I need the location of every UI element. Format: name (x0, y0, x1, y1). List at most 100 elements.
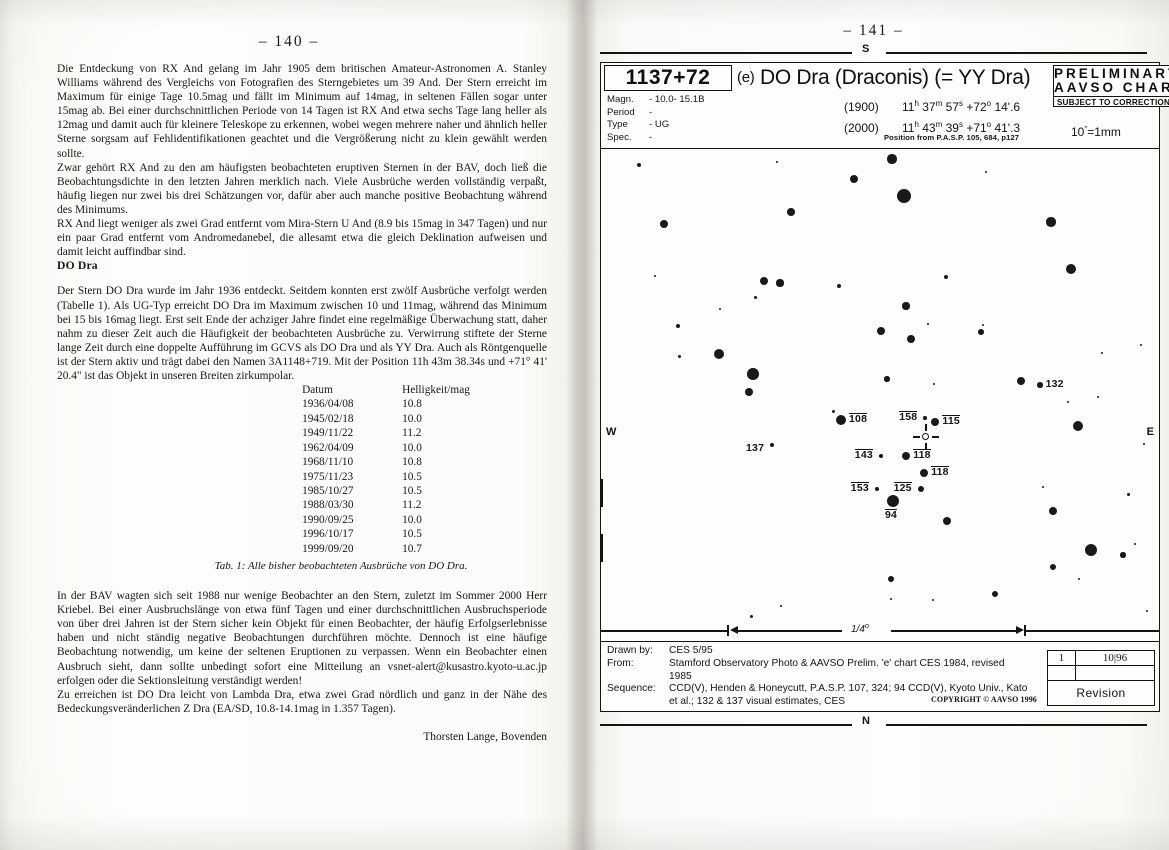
arcsecond-scale-note: 10"=1mm (1071, 125, 1121, 139)
comparison-star-label: 132 (1045, 378, 1064, 390)
comparison-star (836, 415, 846, 425)
page-number-right: – 141 – (843, 22, 904, 39)
cardinal-north: N (862, 715, 870, 727)
revision-date: 10|96 (1102, 652, 1128, 664)
table-row: 1949/11/22 11.2 (302, 426, 470, 440)
field-star (753, 295, 757, 299)
column-header-datum: Datum (302, 384, 333, 397)
position-source-note: Position from P.A.S.P. 105, 684, p127 (884, 133, 1020, 142)
field-star (775, 160, 779, 164)
comparison-star (917, 485, 925, 493)
field-star (926, 322, 930, 326)
comparison-star (923, 416, 927, 420)
comparison-star (886, 494, 900, 508)
table-row: 1990/09/25 10.0 (302, 513, 470, 527)
chart-star-name: DO Dra (Draconis) (= YY Dra) (759, 66, 1031, 89)
field-star (944, 275, 948, 279)
table-row: 1975/11/23 10.5 (302, 470, 470, 484)
cell-date: 1996/10/17 (302, 528, 354, 541)
paragraph-1: Die Entdeckung von RX And gelang im Jahr… (57, 63, 547, 160)
field-star (888, 576, 894, 582)
field-star (1096, 395, 1100, 399)
cell-magnitude: 11.2 (402, 499, 422, 512)
section-heading-do-dra: DO Dra (57, 259, 98, 273)
chart-title: (e) DO Dra (Draconis) (= YY Dra) (737, 66, 1031, 90)
field-star (836, 283, 842, 289)
field-star (1085, 544, 1097, 556)
scale-arrow-left (730, 626, 738, 634)
field-star (637, 163, 641, 167)
chart-scale-bar: 1/4o (601, 618, 1159, 642)
comparison-star-label: 118 (931, 466, 949, 478)
field-star (1066, 400, 1070, 404)
table-row: 1999/09/20 10.7 (302, 542, 470, 556)
field-star (677, 354, 681, 358)
cell-magnitude: 10.7 (402, 542, 422, 555)
comparison-star (769, 442, 775, 448)
comparison-star (930, 417, 940, 427)
comparison-star-label: 115 (942, 415, 960, 427)
tick-west (601, 534, 603, 562)
cell-date: 1990/09/25 (302, 513, 354, 526)
field-star (718, 307, 722, 311)
field-star (984, 170, 988, 174)
comparison-star-label: 125 (893, 482, 912, 494)
field-star (1048, 506, 1058, 516)
cell-date: 1945/02/18 (302, 412, 354, 425)
tick-west (601, 479, 603, 507)
field-star (992, 591, 998, 597)
field-star (906, 334, 916, 344)
field-star (877, 327, 885, 335)
field-star (1133, 542, 1137, 546)
variable-star-crosshair-icon (913, 424, 939, 450)
field-star (1049, 563, 1057, 571)
field-star (942, 516, 952, 526)
field-star (676, 324, 680, 328)
comparison-star-label: 153 (850, 482, 869, 494)
table-row: 1985/10/27 10.5 (302, 484, 470, 498)
cell-date: 1988/03/30 (302, 499, 354, 512)
revision-row-2 (1048, 666, 1154, 681)
outburst-table-body: 1936/04/08 10.8 1945/02/18 10.0 1949/11/22 11… (302, 397, 470, 555)
comparison-star (1037, 382, 1043, 388)
field-star (1142, 442, 1146, 446)
field-star (889, 597, 893, 601)
left-page: – 140 – Die Entdeckung von RX And gelang… (0, 0, 578, 850)
table-row: 1945/02/18 10.0 (302, 412, 470, 426)
right-page: – 141 – S 1137+72 (e) DO Dra (Draconis) … (578, 0, 1169, 850)
field-star (659, 219, 669, 229)
field-star (776, 279, 784, 287)
cell-magnitude: 10.5 (402, 528, 422, 541)
left-page-body: Die Entdeckung von RX And gelang im Jahr… (57, 62, 547, 744)
field-star (787, 208, 795, 216)
field-star (744, 387, 754, 397)
chart-edition: (e) (737, 69, 755, 86)
revision-table: 1 10|96 Revision (1047, 650, 1155, 706)
ra-1900: 11h 37m 57s (902, 99, 963, 114)
cell-date: 1936/04/08 (302, 398, 354, 411)
ra-2000: 11h 43m 39s (902, 120, 963, 135)
coordinate-row-1900: (1900) 11h 37m 57s +72o 14'.6 (844, 99, 1021, 114)
dec-1900: +72o 14'.6 (966, 99, 1021, 114)
cell-magnitude: 10.0 (402, 441, 422, 454)
field-star (779, 604, 783, 608)
author-signature: Thorsten Lange, Bovenden (423, 730, 547, 743)
paragraph-2: Zwar gehört RX And zu den am häufigsten … (57, 161, 547, 216)
cell-date: 1962/04/09 (302, 441, 354, 454)
paragraph-4: Der Stern DO Dra wurde im Jahr 1936 entd… (57, 285, 547, 382)
field-star (653, 274, 657, 278)
cell-magnitude: 10.8 (402, 398, 422, 411)
preliminary-line-3: SUBJECT TO CORRECTION (1054, 96, 1169, 106)
star-field: 132 108 158 115 143 118 118 137 153 125 94 (601, 149, 1159, 618)
table-row: 1968/11/10 10.8 (302, 455, 470, 469)
preliminary-line-1: PRELIMINARY (1054, 66, 1169, 81)
field-star (849, 174, 859, 184)
paragraph-6: Zu erreichen ist DO Dra leicht von Lambd… (57, 688, 547, 715)
north-marker-rule: N (600, 715, 1147, 730)
field-star (931, 598, 935, 602)
table-header-row: Datum Helligkeit/mag (302, 383, 470, 397)
table-caption: Tab. 1: Alle bisher beobachteten Ausbrüc… (214, 559, 468, 572)
cardinal-east: E (1146, 426, 1154, 438)
field-star (902, 302, 910, 310)
